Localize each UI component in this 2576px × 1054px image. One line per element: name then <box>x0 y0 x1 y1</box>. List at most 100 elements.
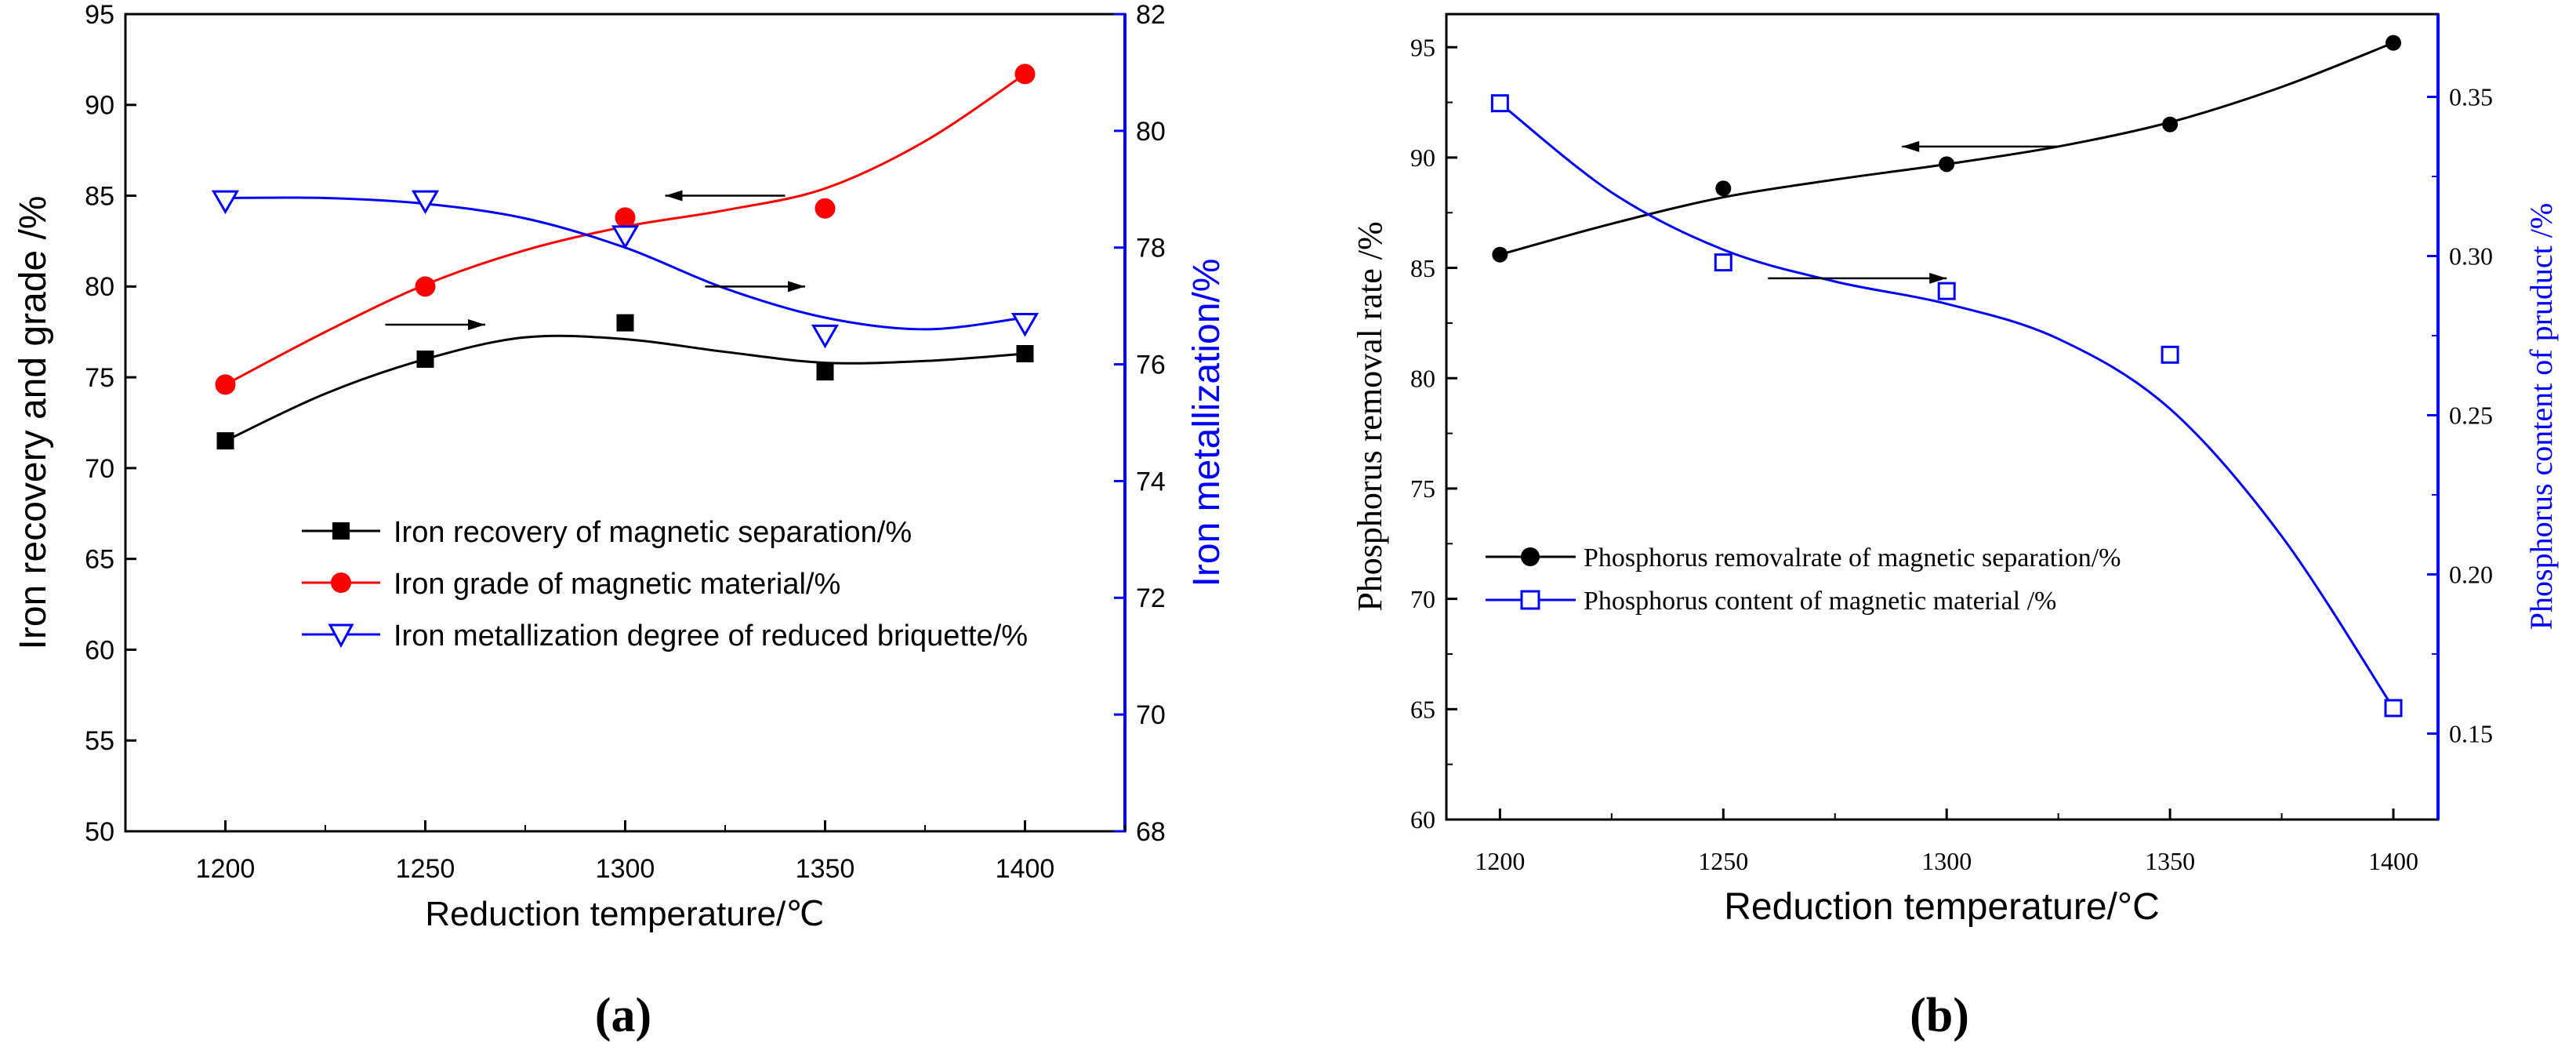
panel-a-left-y-axis-label: Iron recovery and grade /% <box>13 196 54 650</box>
x-tick-label: 1250 <box>396 854 455 884</box>
y-right-tick-label: 0.15 <box>2449 720 2493 748</box>
series-2-point <box>1937 282 1956 300</box>
y-right-tick-label: 68 <box>1136 817 1166 847</box>
series-3-point <box>211 190 240 215</box>
series-2-point <box>1014 64 1036 85</box>
series-1-point <box>816 363 834 381</box>
panel-a-curves <box>224 73 1026 442</box>
panel-a-markers <box>211 64 1039 450</box>
panel-a-right-y-ticks: 68 70 72 74 76 78 80 82 <box>1114 0 1166 847</box>
x-tick-label: 1350 <box>2145 847 2195 875</box>
y-right-tick-label: 0.30 <box>2449 242 2493 271</box>
series-1-point <box>1939 156 1955 173</box>
panel-b-legend: Phosphorus removalrate of magnetic separ… <box>1486 543 2121 616</box>
indicator-arrow-head <box>1929 272 1947 284</box>
y-left-tick-label: 60 <box>1410 805 1435 834</box>
y-left-tick-label: 50 <box>85 817 114 847</box>
series-1-point <box>1715 180 1732 197</box>
legend-b-item-2: Phosphorus content of magnetic material … <box>1486 587 2056 616</box>
panel-b-right-y-axis-label: Phosphorus content of pruduct /% <box>2523 203 2559 630</box>
y-left-tick-label: 90 <box>1410 144 1435 172</box>
legend-a-label-1: Iron recovery of magnetic separation/% <box>394 516 912 549</box>
x-tick-label: 1400 <box>996 854 1055 884</box>
y-left-tick-label: 85 <box>85 181 114 211</box>
panel-a-label: (a) <box>595 989 651 1042</box>
legend-a-item-2: Iron grade of magnetic material/% <box>302 568 840 601</box>
y-right-tick-label: 72 <box>1136 583 1166 613</box>
panel-a-arrows <box>385 190 805 330</box>
panel-a-x-ticks: 1200 1250 1300 1350 1400 <box>125 820 1126 884</box>
series-3-point <box>411 190 440 215</box>
panel-b-left-y-axis-label: Phosphorus removal rate /% <box>1351 221 1389 611</box>
legend-b-label-2: Phosphorus content of magnetic material … <box>1584 587 2056 616</box>
panel-b-left-y-ticks: 60 65 70 75 80 85 90 95 <box>1410 33 1457 834</box>
y-right-tick-label: 78 <box>1136 234 1166 264</box>
y-right-tick-label: 70 <box>1136 700 1166 730</box>
y-left-tick-label: 65 <box>1410 696 1435 724</box>
y-left-tick-label: 75 <box>1410 474 1435 503</box>
y-left-tick-label: 60 <box>85 635 114 665</box>
series-1-curve <box>224 334 1025 442</box>
series-3-point <box>811 324 840 349</box>
y-left-tick-label: 85 <box>1410 254 1435 282</box>
y-left-tick-label: 65 <box>85 545 114 575</box>
x-tick-label: 1350 <box>796 854 855 884</box>
panel-a-left-y-ticks: 50 55 60 65 70 75 80 85 90 95 <box>85 0 136 847</box>
series-2-point <box>2384 699 2403 718</box>
series-1-point <box>1016 345 1034 363</box>
x-tick-label: 1300 <box>596 854 655 884</box>
series-3-point <box>1010 312 1039 337</box>
y-left-tick-label: 95 <box>1410 33 1435 61</box>
indicator-arrow-head <box>788 281 805 293</box>
x-tick-label: 1400 <box>2368 847 2418 875</box>
x-tick-label: 1250 <box>1698 847 1748 875</box>
panel-b-x-axis-label: Reduction temperature/°C <box>1724 886 2159 928</box>
y-right-tick-label: 76 <box>1136 350 1166 380</box>
series-2-curve <box>1499 102 2395 709</box>
series-2-point <box>1714 253 1732 272</box>
panel-b: 1200 1250 1300 1350 1400 60 65 70 75 80 85 90 95 0.… <box>1351 13 2559 1042</box>
series-1-point <box>2386 35 2402 51</box>
series-1-curve <box>1499 42 2394 256</box>
y-left-tick-label: 70 <box>1410 585 1435 613</box>
legend-b-label-1: Phosphorus removalrate of magnetic separ… <box>1584 543 2121 572</box>
y-left-tick-label: 80 <box>85 272 114 302</box>
series-2-point <box>615 207 636 228</box>
panel-a: 1200 1250 1300 1350 1400 50 55 60 65 70 75 80 85 90 9… <box>13 0 1228 1042</box>
legend-a-item-1: Iron recovery of magnetic separation/% <box>302 516 912 549</box>
series-1-point <box>1492 246 1508 263</box>
series-1-point <box>416 350 434 368</box>
indicator-arrow-head <box>1902 140 1920 152</box>
y-right-tick-label: 80 <box>1136 117 1166 147</box>
panel-a-legend: Iron recovery of magnetic separation/% I… <box>302 516 1028 652</box>
legend-a-item-3: Iron metallization degree of reduced bri… <box>302 620 1028 652</box>
series-1-point <box>2162 116 2179 133</box>
x-tick-label: 1300 <box>1921 847 1972 875</box>
x-tick-label: 1200 <box>196 854 256 884</box>
y-left-tick-label: 90 <box>85 91 114 121</box>
series-2-point <box>2161 345 2179 364</box>
y-left-tick-label: 80 <box>1410 364 1435 392</box>
indicator-arrow-head <box>468 318 485 330</box>
y-right-tick-label: 82 <box>1136 0 1166 30</box>
y-right-tick-label: 0.35 <box>2449 83 2493 111</box>
panel-a-right-y-axis-label: Iron metallization/% <box>1186 259 1228 587</box>
indicator-arrow-head <box>665 190 683 202</box>
legend-a-label-2: Iron grade of magnetic material/% <box>394 568 840 601</box>
legend-a-label-3: Iron metallization degree of reduced bri… <box>394 620 1028 652</box>
panel-b-markers <box>1490 35 2403 718</box>
panel-b-x-ticks: 1200 1250 1300 1350 1400 <box>1475 809 2418 875</box>
series-1-point <box>216 432 234 450</box>
panel-b-plot-frame <box>1445 13 2440 821</box>
y-left-tick-label: 55 <box>85 726 114 756</box>
y-left-tick-label: 95 <box>85 0 114 30</box>
panel-a-x-axis-label: Reduction temperature/℃ <box>425 895 824 933</box>
y-right-tick-label: 74 <box>1136 467 1166 496</box>
y-right-tick-label: 0.20 <box>2449 561 2493 589</box>
panel-b-right-y-ticks: 0.15 0.20 0.25 0.30 0.35 <box>2427 83 2493 748</box>
series-2-point <box>415 276 436 297</box>
y-left-tick-label: 75 <box>85 363 114 393</box>
x-tick-label: 1200 <box>1475 847 1525 875</box>
series-2-point <box>1490 94 1509 113</box>
